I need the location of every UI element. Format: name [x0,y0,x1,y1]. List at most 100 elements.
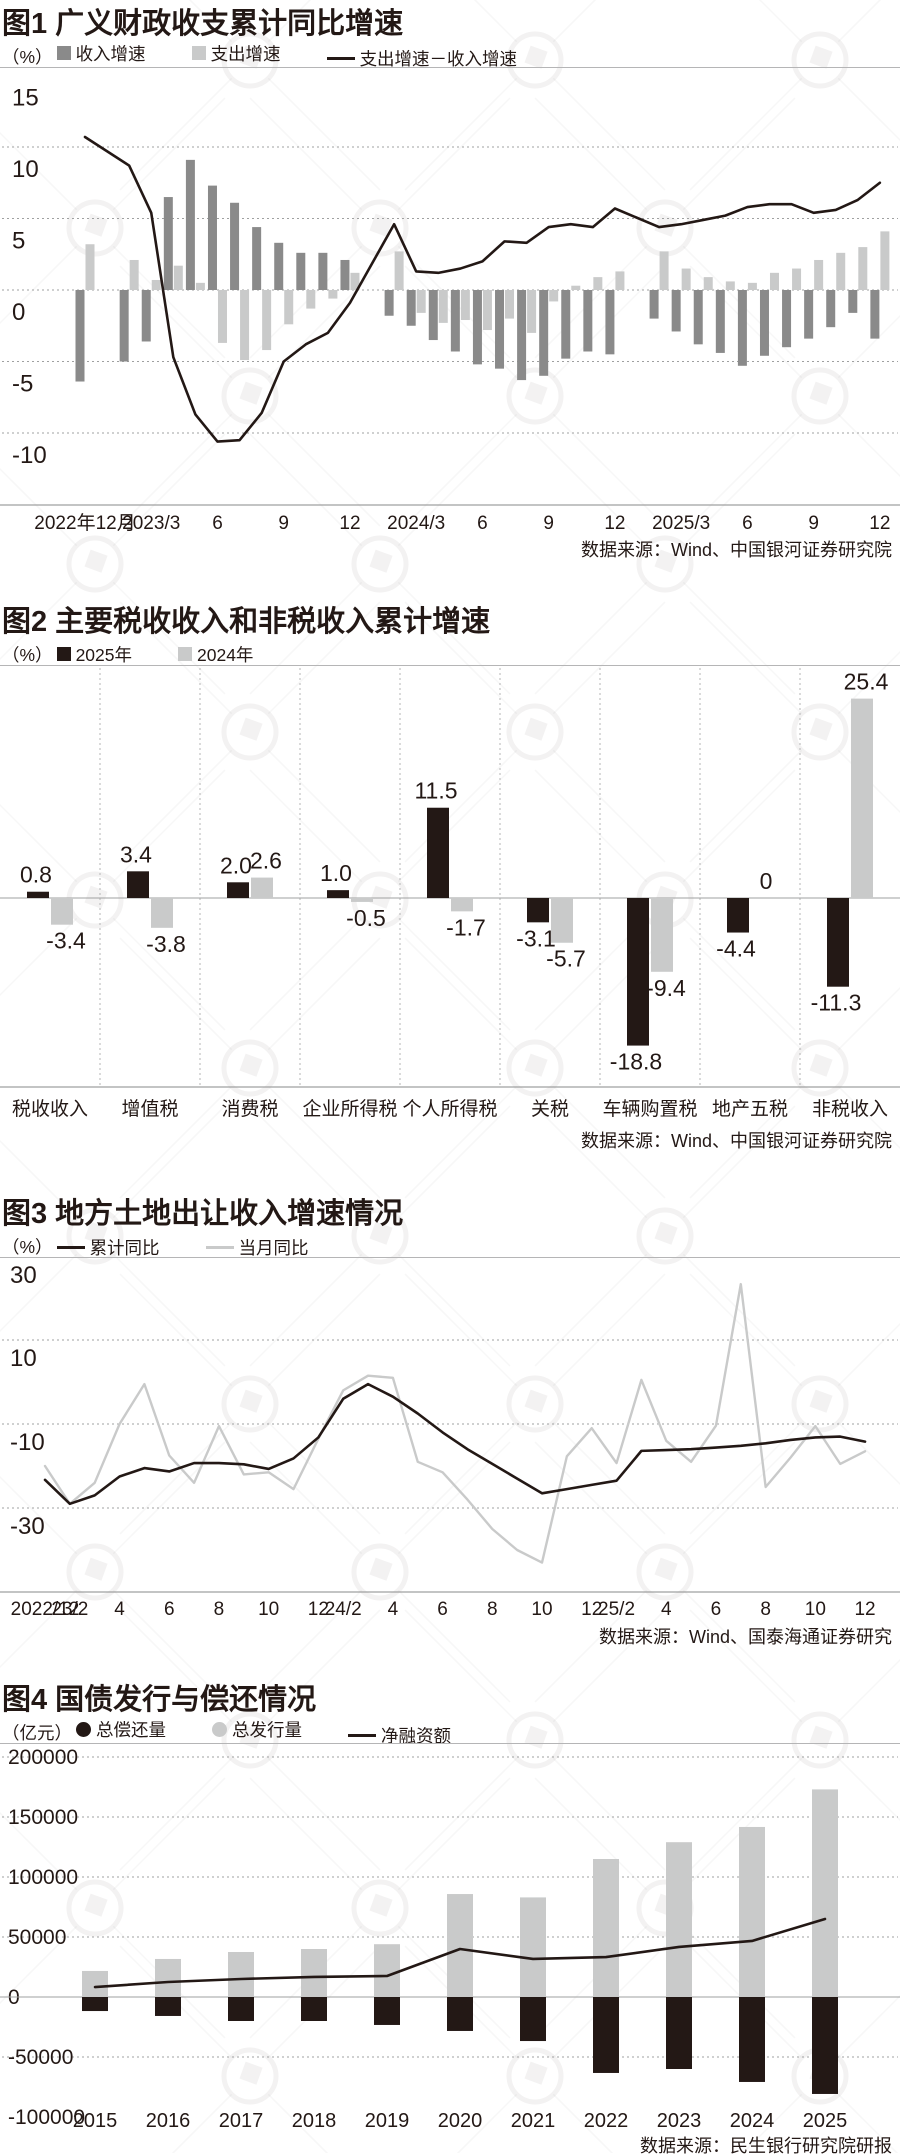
x-tick-label: 2015 [73,2110,118,2132]
repayment-bar [301,1997,327,2021]
legend-label: 收入增速 [75,43,146,64]
repayment-bar [374,1997,400,2025]
revenue-bar [693,290,703,345]
revenue-bar [252,227,262,290]
category-label: 车辆购置税 [602,1098,697,1120]
value-label-2025: 1.0 [320,860,352,886]
legend-square-swatch [191,46,206,61]
x-tick-label: 6 [437,1599,448,1620]
x-tick-label: 9 [278,513,289,534]
legend-circle-swatch [212,1721,227,1737]
value-label-2025: 3.4 [120,841,152,867]
expenditure-bar [350,272,360,290]
legend-label: 总发行量 [232,1719,302,1740]
y-tick-label: -100000 [8,2106,85,2129]
y-tick-label: 15 [12,85,39,112]
category-label: 税收收入 [12,1098,88,1120]
revenue-bar [406,290,416,326]
legend-item: 净融资额 [348,1723,451,1748]
legend-square-swatch [56,46,71,61]
issuance-bar [228,1952,254,1997]
x-tick-label: 12 [854,1599,875,1620]
revenue-bar [163,197,173,290]
repayment-bar [82,1997,108,2012]
issuance-bar [82,1970,108,1997]
expenditure-bar [129,259,139,290]
repayment-bar [520,1997,546,2042]
expenditure-bar [527,290,537,333]
spread-line [83,135,882,443]
expenditure-bar [85,244,95,290]
legend-items: 2025年 2024年 [56,642,300,667]
bar-2024 [451,898,473,912]
repayment-bar [155,1997,181,2016]
revenue-bar [230,202,240,290]
expenditure-bar [505,290,515,319]
bar-2025 [327,890,349,898]
y-tick-label: -30 [10,1513,45,1540]
chart-legend: （%） 累计同比 当月同比 [2,1235,900,1258]
legend-label: 支出增速 [210,43,281,64]
expenditure-bar [571,285,581,290]
net-financing-line [93,1917,827,1989]
revenue-bar [450,290,460,352]
x-tick-label: 2024/3 [387,513,445,534]
value-label-2024: 25.4 [844,669,889,695]
issuance-bar [812,1789,838,1997]
expenditure-bar [593,277,603,290]
x-tick-label: 9 [808,513,819,534]
x-tick-label: 2019 [365,2110,410,2132]
legend-item: 总偿还量 [76,1717,166,1742]
chart3-land-sales-revenue-growth: 图3 地方土地出让收入增速情况 （%） 累计同比 当月同比 30 10 -10 -30 2… [0,1190,900,1647]
revenue-bar [75,290,85,382]
legend-label: 当月同比 [238,1237,309,1258]
legend-item: 总发行量 [212,1717,302,1742]
repayment-bar [666,1997,692,2069]
x-tick-label: 6 [742,513,753,534]
expenditure-bar [880,231,890,290]
issuance-bar [374,1944,400,1997]
legend-line-swatch [205,1245,234,1249]
bar-2025 [227,882,249,898]
x-tick-label: 8 [760,1599,771,1620]
legend-item: 收入增速 [56,41,146,66]
x-tick-label: 2022 [584,2110,629,2132]
legend-square-swatch [56,647,71,661]
x-tick-label: 6 [212,513,223,534]
expenditure-bar [262,290,272,351]
repayment-bar [447,1997,473,2031]
value-label-2025: -3.1 [516,925,556,951]
bar-2024 [351,898,373,902]
value-label-2024: 2.6 [250,848,282,874]
value-label-2024: -5.7 [546,946,586,972]
value-label-2024: -9.4 [646,975,686,1001]
chart1-fiscal-revenue-expenditure: 图1 广义财政收支累计同比增速 （%） 收入增速 支出增速 支出增速－收入增速 15… [0,0,900,560]
y-tick-label: 0 [12,299,25,326]
x-tick-label: 2024 [730,2110,775,2132]
y-tick-label: -10 [10,1429,45,1456]
value-label-2025: 11.5 [414,778,457,804]
value-label-2024: 0 [760,868,773,894]
expenditure-bar [195,282,205,290]
x-tick-label: 23/2 [51,1599,88,1620]
repayment-bar [812,1997,838,2094]
y-tick-label: -50000 [8,2046,73,2069]
repayment-bar [593,1997,619,2073]
legend-items: 总偿还量 总发行量 净融资额 [76,1717,497,1748]
chart-legend: （亿元） 总偿还量 总发行量 净融资额 [2,1720,900,1746]
legend-label: 累计同比 [89,1237,160,1258]
issuance-bar [447,1894,473,1997]
x-tick-label: 2022/12 [11,1599,80,1620]
revenue-bar [428,290,438,341]
revenue-bar [318,252,328,290]
x-tick-label: 4 [388,1599,399,1620]
revenue-bar [340,259,350,290]
x-tick-label: 2025 [803,2110,848,2132]
issuance-bar [301,1949,327,1997]
value-label-2024: -0.5 [346,905,386,931]
expenditure-bar [792,268,802,290]
bar-2025 [527,898,549,923]
category-label: 增值税 [121,1098,178,1120]
legend-line-swatch [326,57,355,61]
x-tick-label: 2023 [657,2110,702,2132]
